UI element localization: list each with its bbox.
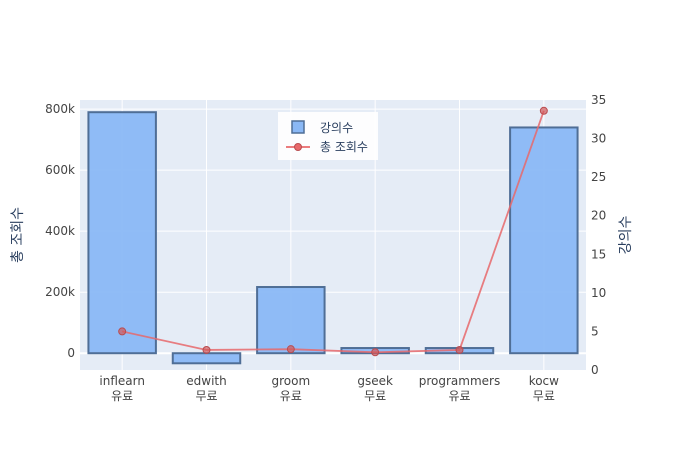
y-right-tick-label: 5 bbox=[591, 324, 599, 338]
y-left-ticks: 0 200k 400k 600k 800k bbox=[45, 102, 75, 360]
y-right-tick-label: 30 bbox=[591, 132, 606, 146]
line-point-gseek bbox=[371, 348, 380, 357]
x-tick-label: programmers 유료 bbox=[419, 374, 500, 403]
y-right-axis-title: 강의수 bbox=[618, 216, 634, 255]
x-tick-pricing: 무료 bbox=[364, 389, 386, 403]
x-tick-pricing: 유료 bbox=[111, 389, 133, 403]
line-point-inflearn bbox=[118, 327, 127, 336]
y-left-tick-label: 400k bbox=[45, 224, 75, 238]
x-tick-platform: groom bbox=[271, 374, 310, 388]
legend-background bbox=[278, 112, 378, 160]
y-right-tick-label: 20 bbox=[591, 209, 606, 223]
x-tick-platform: kocw bbox=[529, 374, 559, 388]
line-point-programmers bbox=[455, 345, 464, 354]
y-left-tick-label: 800k bbox=[45, 102, 75, 116]
x-tick-label: edwith 무료 bbox=[186, 374, 226, 403]
y-left-tick-label: 0 bbox=[67, 346, 75, 360]
y-left-tick-label: 600k bbox=[45, 163, 75, 177]
legend-bar-swatch bbox=[291, 120, 305, 134]
y-right-tick-label: 25 bbox=[591, 170, 606, 184]
bar-kocw bbox=[509, 126, 579, 355]
line-point-kocw bbox=[539, 106, 548, 115]
x-tick-label: inflearn 유료 bbox=[99, 374, 145, 403]
bar-edwith bbox=[171, 352, 242, 365]
bar-groom bbox=[256, 286, 326, 355]
x-tick-pricing: 유료 bbox=[280, 389, 302, 403]
y-left-axis-title: 총 조회수 bbox=[10, 207, 26, 263]
x-tick-platform: edwith bbox=[186, 374, 226, 388]
x-tick-platform: programmers bbox=[419, 374, 500, 388]
x-tick-pricing: 유료 bbox=[448, 389, 470, 403]
line-point-edwith bbox=[202, 345, 211, 354]
line-point-groom bbox=[286, 345, 295, 354]
bar-inflearn bbox=[87, 111, 157, 355]
legend-bar-label: 강의수 bbox=[320, 121, 353, 135]
x-tick-label: gseek 무료 bbox=[357, 374, 393, 403]
y-right-tick-label: 0 bbox=[591, 363, 599, 377]
x-tick-label: kocw 무료 bbox=[529, 374, 559, 403]
x-tick-pricing: 무료 bbox=[195, 389, 217, 403]
legend-line-label: 총 조회수 bbox=[320, 140, 368, 154]
line-path bbox=[121, 110, 545, 354]
y-left-tick-label: 200k bbox=[45, 285, 75, 299]
x-tick-platform: gseek bbox=[357, 374, 393, 388]
y-right-ticks: 0 5 10 15 20 25 30 35 bbox=[591, 93, 606, 377]
x-tick-platform: inflearn bbox=[99, 374, 145, 388]
y-right-tick-label: 10 bbox=[591, 286, 606, 300]
y-right-tick-label: 35 bbox=[591, 93, 606, 107]
y-right-tick-label: 15 bbox=[591, 247, 606, 261]
line-series[interactable] bbox=[118, 106, 548, 357]
x-tick-pricing: 무료 bbox=[533, 389, 555, 403]
x-tick-label: groom 유료 bbox=[271, 374, 310, 403]
legend-line-marker bbox=[294, 143, 302, 151]
legend[interactable]: 강의수 총 조회수 bbox=[278, 112, 378, 160]
